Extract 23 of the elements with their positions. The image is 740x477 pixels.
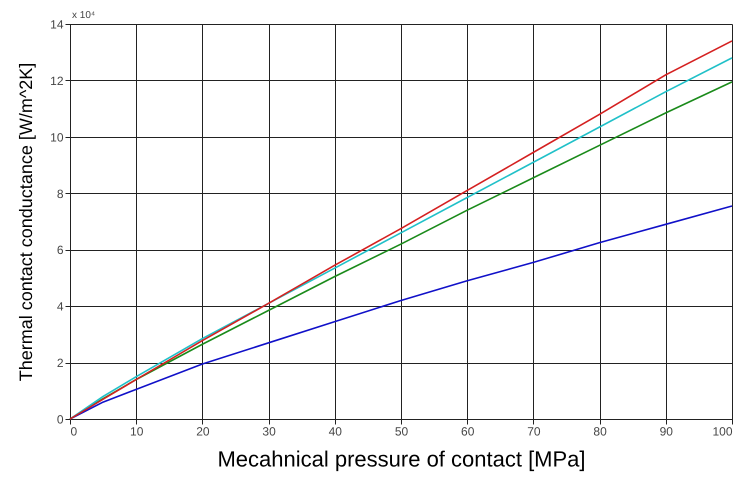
x-tick-label: 80 [593,424,608,438]
x-axis-title: Mecahnical pressure of contact [MPa] [217,446,586,472]
y-tick-label: 4 [56,300,64,314]
x-tick-label: 90 [660,424,674,438]
x-tick-label: 60 [461,424,475,438]
x-tick-label: 70 [527,424,541,438]
y-tick-label: 12 [50,74,64,88]
x-tick-label: 100 [712,424,733,438]
y-tick-label: 14 [50,18,64,32]
x-tick-label: 30 [262,424,276,438]
x-tick-label: 50 [394,424,408,438]
y-tick-label: 0 [56,412,64,426]
y-tick-label: 8 [56,186,64,201]
x-tick-label: 0 [70,424,78,438]
x-tick-label: 10 [130,424,144,438]
y-axis-title: Thermal contact conductance [W/m^2K] [16,62,36,382]
x-tick-label: 20 [196,424,210,438]
y-tick-label: 6 [56,243,64,258]
y-tick-label: 10 [50,130,64,144]
text: x 10⁴ [72,10,96,21]
line-series [69,205,733,420]
y-tick-label: 2 [56,356,64,370]
x-tick-label: 40 [328,424,342,438]
